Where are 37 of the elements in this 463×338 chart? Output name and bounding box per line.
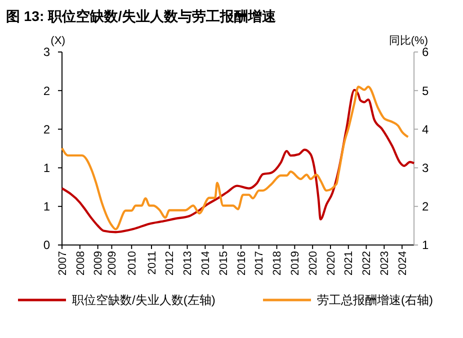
y-tick-label: 1: [43, 200, 50, 214]
y-axis-title: (X): [50, 35, 66, 47]
x-tick-label: 2012: [164, 251, 176, 276]
x-tick-label: 2020: [307, 251, 320, 276]
x-tick-label: 2019: [290, 251, 302, 276]
legend-label: 职位空缺数/失业人数(左轴): [72, 293, 216, 308]
x-tick-label: 2008: [74, 251, 87, 276]
y2-tick-label: 3: [422, 161, 429, 175]
y-tick-label: 3: [43, 45, 50, 60]
x-tick-label: 2011: [146, 251, 158, 275]
x-tick-label: 2023: [379, 251, 392, 276]
x-tick-label: 2014: [200, 251, 212, 276]
x-tick-label: 2020: [325, 251, 338, 276]
y2-axis-title: 同比(%): [388, 34, 428, 47]
x-tick-label: 2017: [254, 251, 266, 276]
y-tick-label: 2: [43, 122, 50, 136]
y2-tick-label: 6: [422, 45, 429, 60]
y2-tick-label: 2: [422, 200, 429, 214]
y2-tick-label: 1: [422, 238, 429, 252]
x-tick-label: 2013: [182, 251, 194, 276]
x-tick-label: 2007: [56, 251, 69, 276]
legend-label: 劳工总报酬增速(右轴): [317, 293, 433, 308]
y-tick-label: 0: [43, 238, 50, 252]
x-tick-label: 2018: [272, 251, 284, 276]
x-tick-label: 2016: [236, 251, 248, 276]
x-tick-label: 2021: [343, 251, 356, 276]
y-tick-label: 1: [43, 161, 50, 175]
y2-tick-label: 4: [422, 122, 429, 136]
y-tick-label: 2: [43, 84, 50, 98]
x-tick-label: 2010: [126, 251, 138, 276]
y2-tick-label: 5: [422, 84, 429, 98]
x-tick-label: 2024: [396, 251, 409, 276]
chart-title: 图 13: 职位空缺数/失业人数与劳工报酬增速: [6, 8, 277, 24]
x-tick-label: 2009: [92, 251, 105, 276]
x-tick-label: 2015: [218, 251, 230, 276]
x-tick-label: 2009: [106, 251, 119, 276]
x-tick-label: 2022: [361, 251, 374, 276]
